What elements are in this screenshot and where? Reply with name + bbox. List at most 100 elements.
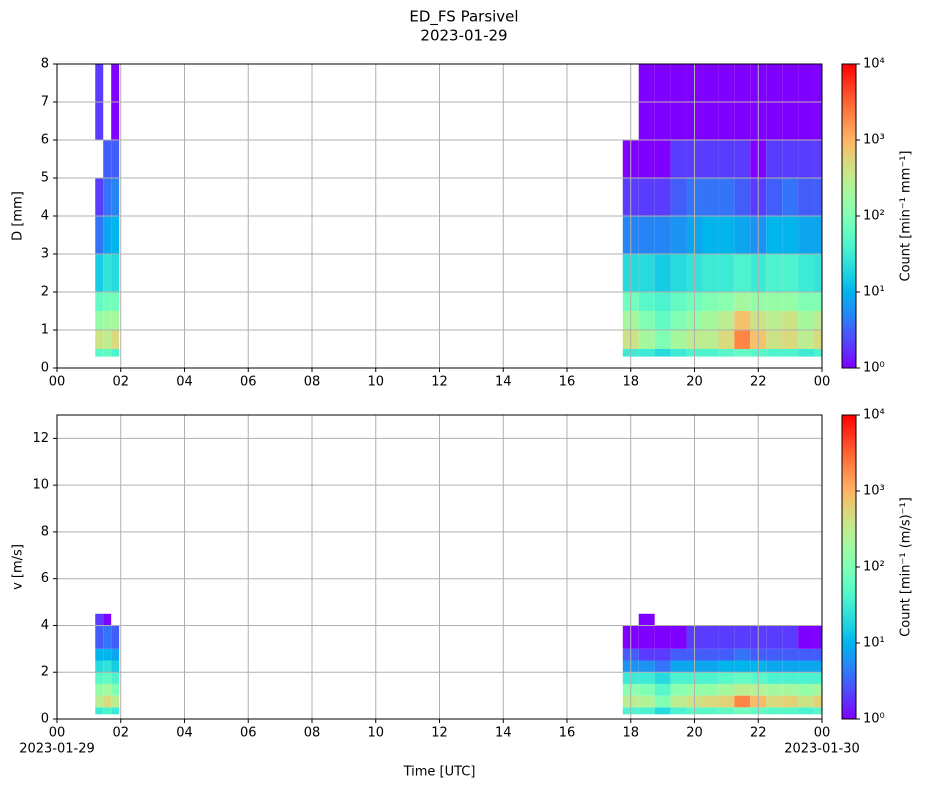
- heat-cell: [734, 349, 751, 357]
- heat-cell: [798, 672, 815, 684]
- heat-cell: [718, 216, 735, 254]
- heat-cell: [95, 330, 104, 349]
- colorbar-tick-label: 10¹: [863, 636, 885, 651]
- heat-cell: [638, 625, 655, 649]
- heat-cell: [654, 660, 671, 673]
- heat-cell: [734, 660, 751, 673]
- heat-cell: [103, 330, 112, 349]
- heat-cell: [638, 254, 655, 292]
- heat-cell: [670, 707, 687, 715]
- heat-cell: [103, 254, 112, 292]
- heat-cell: [95, 660, 104, 673]
- y-axis-label: D [mm]: [11, 191, 26, 241]
- axes-frame: [56, 414, 823, 720]
- colorbar-tick-label: 10³: [863, 484, 885, 499]
- heat-cell: [782, 683, 799, 696]
- heat-cell: [798, 695, 815, 708]
- heat-cell: [638, 707, 655, 715]
- x-tick-label: 02: [112, 375, 129, 390]
- y-axis-label: v [m/s]: [11, 544, 26, 590]
- heat-cell: [670, 140, 687, 178]
- heat-cell: [766, 140, 783, 178]
- heat-cell: [654, 683, 671, 696]
- colorbar: [841, 414, 857, 720]
- heat-cell: [103, 660, 112, 673]
- heat-cell: [734, 695, 751, 708]
- heat-cell: [638, 349, 655, 357]
- x-tick-label: 20: [686, 375, 703, 390]
- heat-cell: [702, 683, 719, 696]
- y-tick-label: 4: [41, 618, 49, 633]
- heat-cell: [814, 216, 822, 254]
- heat-cell: [654, 672, 671, 684]
- heat-cell: [103, 683, 112, 696]
- x-tick-label: 06: [240, 726, 257, 741]
- heat-cell: [718, 292, 735, 311]
- heat-cell: [734, 216, 751, 254]
- heat-cell: [654, 349, 671, 357]
- heat-cell: [782, 672, 799, 684]
- x-tick-label: 20: [686, 726, 703, 741]
- heat-cell: [670, 648, 687, 661]
- heat-cell: [111, 349, 120, 357]
- heat-cell: [766, 707, 783, 715]
- heat-cell: [814, 349, 822, 357]
- heat-cell: [670, 683, 687, 696]
- x-tick-label: 14: [495, 726, 512, 741]
- heat-cell: [782, 625, 799, 649]
- heat-cell: [782, 216, 799, 254]
- heat-cell: [718, 625, 735, 649]
- heat-cell: [814, 254, 822, 292]
- colorbar: [841, 63, 857, 369]
- heat-cell: [103, 672, 112, 684]
- x-tick-label: 08: [304, 726, 321, 741]
- y-tick-label: 5: [41, 171, 49, 186]
- x-tick-label: 08: [304, 375, 321, 390]
- heat-cell: [702, 349, 719, 357]
- heat-cell: [111, 216, 120, 254]
- heat-cell: [766, 683, 783, 696]
- heat-cell: [734, 140, 751, 178]
- heat-cell: [103, 216, 112, 254]
- heat-cell: [103, 695, 112, 708]
- heat-cell: [766, 311, 783, 330]
- x-tick-label: 04: [176, 375, 193, 390]
- heat-cell: [654, 330, 671, 349]
- heat-cell: [766, 695, 783, 708]
- heat-cell: [782, 140, 799, 178]
- y-tick-label: 8: [41, 524, 49, 539]
- heat-cell: [670, 660, 687, 673]
- heat-cell: [95, 311, 104, 330]
- heat-cell: [638, 292, 655, 311]
- heat-cell: [782, 254, 799, 292]
- heat-cell: [718, 695, 735, 708]
- x-tick-label: 16: [559, 726, 576, 741]
- heat-cell: [814, 625, 822, 649]
- heat-cell: [670, 625, 687, 649]
- x-tick-label: 22: [750, 726, 767, 741]
- heat-cell: [718, 178, 735, 216]
- heat-cell: [638, 613, 655, 626]
- heat-cell: [638, 660, 655, 673]
- heat-cell: [670, 349, 687, 357]
- y-tick-label: 6: [41, 571, 49, 586]
- colorbar-tick-label: 10⁰: [863, 361, 885, 376]
- heat-cell: [718, 648, 735, 661]
- heat-cell: [718, 672, 735, 684]
- heat-cell: [111, 660, 120, 673]
- heat-cell: [798, 140, 815, 178]
- y-tick-label: 2: [41, 665, 49, 680]
- heat-cell: [95, 695, 104, 708]
- heat-cell: [782, 178, 799, 216]
- x-tick-label: 16: [559, 375, 576, 390]
- x-tick-label: 18: [622, 375, 639, 390]
- heat-cell: [95, 672, 104, 684]
- heat-cell: [798, 648, 815, 661]
- heat-cell: [814, 178, 822, 216]
- heat-cell: [654, 254, 671, 292]
- heat-cell: [734, 178, 751, 216]
- x-tick-label: 04: [176, 726, 193, 741]
- heat-cell: [798, 292, 815, 311]
- date-label: 2023-01-30: [784, 742, 860, 757]
- heat-cell: [766, 254, 783, 292]
